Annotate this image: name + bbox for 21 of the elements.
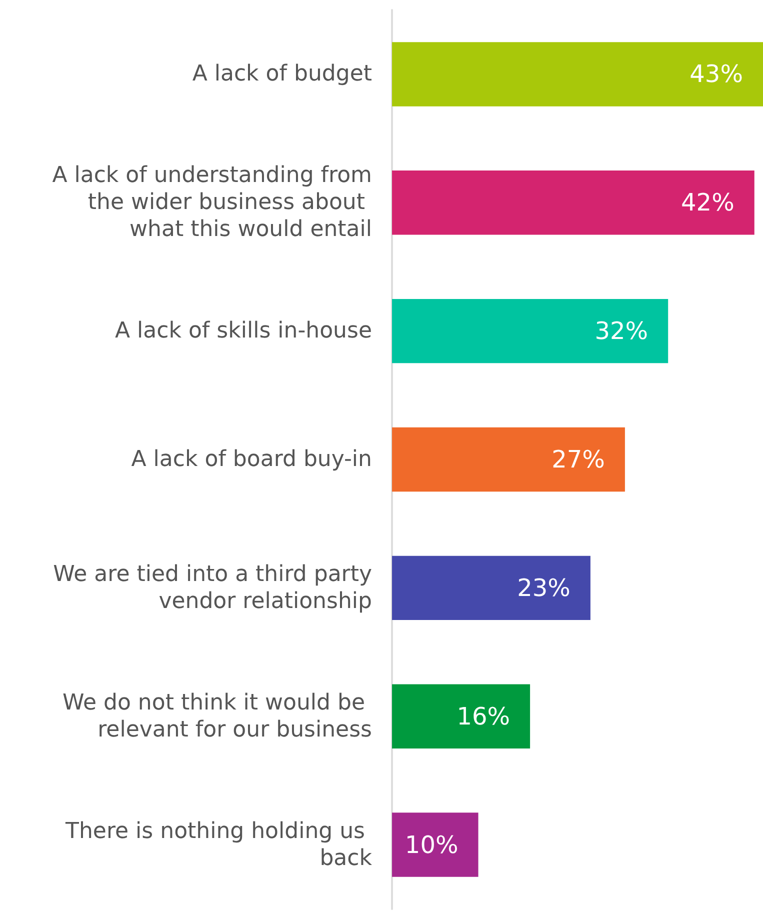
y-tick-label: There is nothing holding us back bbox=[64, 818, 372, 871]
data-label: 10% bbox=[404, 830, 458, 859]
y-tick-label: We do not think it would be relevant for our business bbox=[62, 690, 372, 742]
data-label: 27% bbox=[552, 446, 605, 474]
data-label: 43% bbox=[690, 60, 743, 88]
data-label: 32% bbox=[594, 317, 648, 346]
bar bbox=[392, 298, 668, 364]
bar bbox=[392, 170, 754, 235]
y-tick-label: We are tied into a third party vendor relationship bbox=[53, 562, 372, 614]
data-label: 16% bbox=[456, 702, 510, 730]
y-tick-label: A lack of board buy-in bbox=[131, 447, 372, 472]
bar bbox=[392, 556, 590, 620]
bar bbox=[392, 42, 763, 106]
y-tick-label: A lack of budget bbox=[192, 62, 372, 87]
y-tick-label: A lack of understanding from the wider business about what this would entail bbox=[52, 163, 372, 242]
data-label: 42% bbox=[681, 188, 734, 217]
bar bbox=[392, 812, 478, 877]
bar bbox=[392, 427, 625, 492]
bar bbox=[392, 684, 530, 748]
y-tick-label: A lack of skills in-house bbox=[115, 318, 372, 344]
data-label: 23% bbox=[517, 574, 570, 602]
